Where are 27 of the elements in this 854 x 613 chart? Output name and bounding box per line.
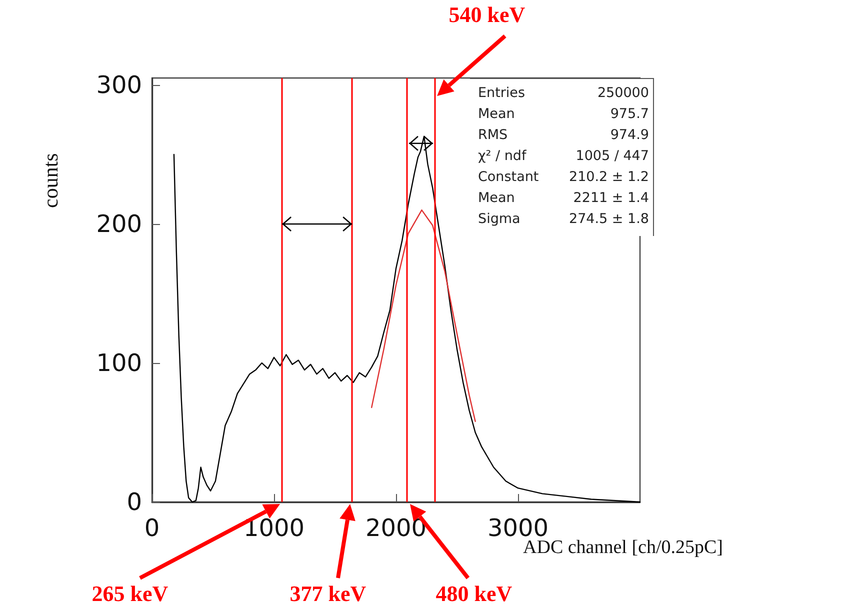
annotation: Mean (478, 189, 516, 208)
annotation: 274.5 ± 1.8 (568, 210, 649, 229)
ref-line-label: 480 keV (436, 581, 512, 606)
ref-line-label: 540 keV (448, 2, 526, 27)
x-tick-label: 1000 (243, 514, 305, 542)
annotation: Sigma (478, 210, 522, 229)
annotation: 250000 (596, 84, 649, 103)
y-tick-label: 200 (96, 210, 142, 238)
annotation: RMS (478, 126, 509, 145)
y-tick-label: 0 (126, 488, 142, 516)
annotation: 210.2 ± 1.2 (568, 168, 649, 187)
annotation: 974.9 (609, 126, 649, 145)
annotation: 1005 / 447 (574, 147, 649, 166)
annotation: Constant (478, 168, 540, 187)
y-axis-title: counts (38, 153, 62, 208)
ref-line-label: 377 keV (290, 581, 366, 606)
y-tick-label: 100 (96, 348, 142, 377)
y-tick-label: 300 (96, 70, 142, 99)
x-tick-label: 0 (144, 514, 160, 542)
annotation: Entries (478, 84, 526, 103)
annotation: Mean (478, 105, 516, 124)
ref-line-label: 265 keV (92, 581, 168, 606)
x-tick-label: 2000 (365, 514, 427, 542)
annotation: 2211 ± 1.4 (572, 189, 649, 208)
annotation: χ² / ndf (478, 147, 528, 166)
line-series (371, 209, 476, 422)
annotation: 975.7 (609, 105, 649, 124)
